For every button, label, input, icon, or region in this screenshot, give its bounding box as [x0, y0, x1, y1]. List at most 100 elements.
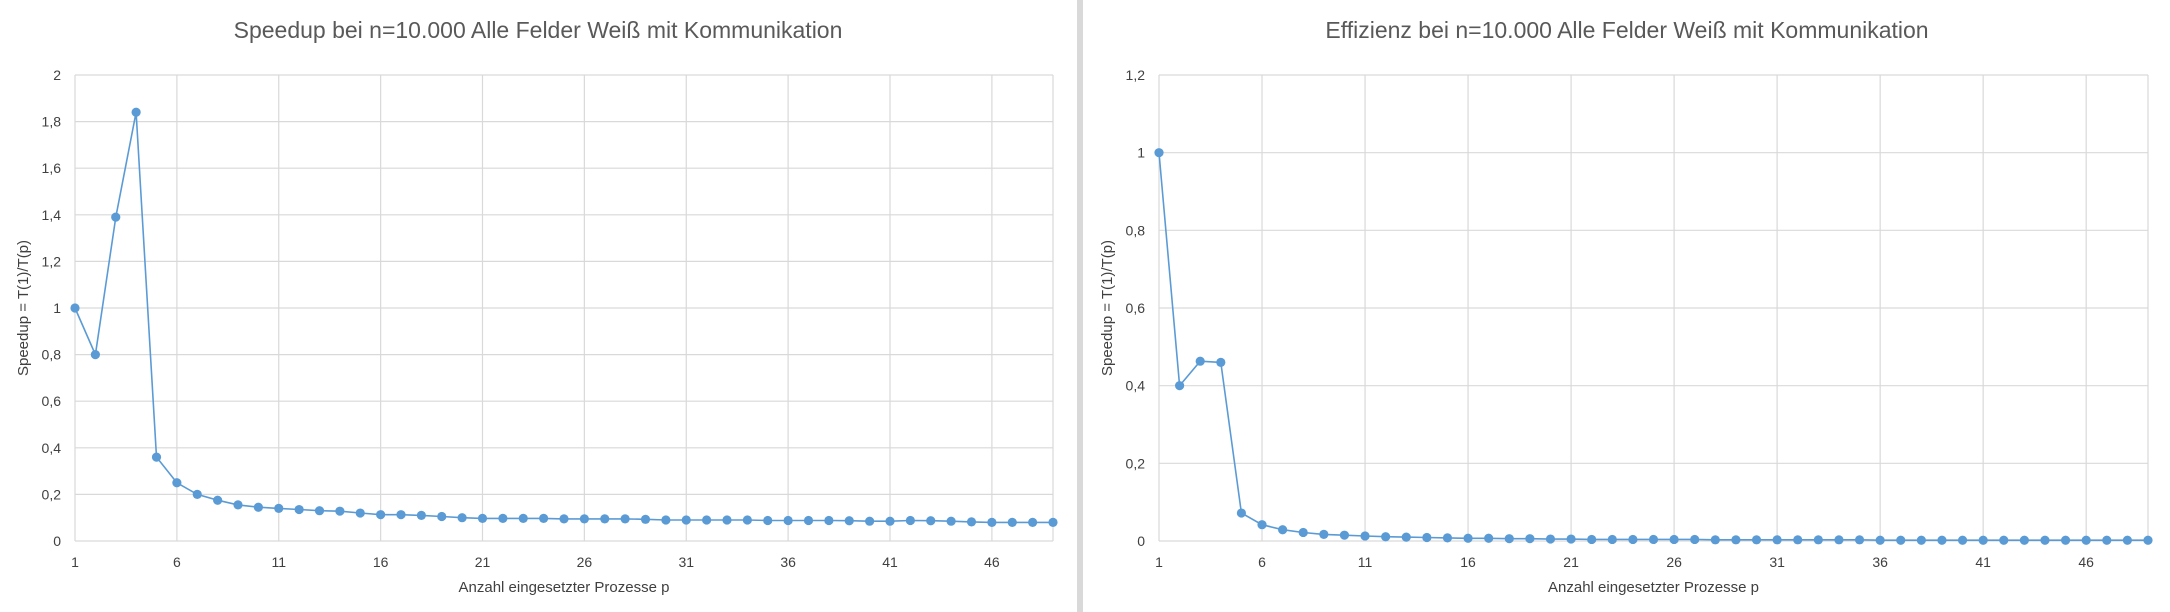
data-point	[477, 513, 488, 523]
data-point	[1195, 356, 1205, 366]
data-point	[1834, 535, 1844, 545]
data-point	[1813, 535, 1823, 545]
chart-title: Speedup bei n=10.000 Alle Felder Weiß mi…	[234, 17, 843, 43]
data-point	[763, 515, 773, 526]
data-point	[314, 506, 325, 516]
x-tick-label: 41	[1975, 554, 1991, 570]
x-tick-label: 36	[780, 554, 796, 570]
data-point	[1175, 381, 1185, 391]
data-point	[2019, 535, 2029, 545]
data-point	[783, 515, 793, 526]
data-point	[742, 515, 752, 525]
data-point	[2040, 535, 2050, 545]
x-tick-label: 21	[1563, 554, 1579, 570]
effizienz-chart: 00,20,40,60,811,21 6 11 16 21 26 31 36 41 46Effiz…	[1099, 17, 2153, 596]
series-line	[1158, 152, 2148, 542]
y-tick-label: 1	[1137, 145, 1145, 161]
data-point	[824, 515, 834, 526]
x-tick-label: 11	[1358, 554, 1373, 570]
data-point	[1154, 148, 1164, 158]
data-point	[1504, 534, 1514, 544]
x-tick-label: 6	[1258, 554, 1266, 570]
y-axis-title: Speedup = T(1)/T(p)	[15, 240, 32, 376]
data-point	[2081, 535, 2091, 545]
y-tick-label: 0,2	[42, 486, 62, 502]
y-tick-label: 0,8	[1126, 222, 1146, 238]
data-point	[946, 516, 956, 526]
y-tick-label: 1,8	[42, 114, 62, 130]
data-point	[1422, 532, 1432, 543]
data-point	[1875, 535, 1885, 545]
data-point	[457, 513, 467, 523]
data-point	[213, 495, 223, 505]
data-point	[1916, 535, 1926, 545]
data-point	[1545, 534, 1556, 544]
data-point	[294, 504, 304, 515]
data-point	[2143, 535, 2153, 545]
data-point	[2122, 535, 2132, 545]
data-point	[274, 503, 284, 513]
y-tick-label: 0,6	[42, 393, 62, 409]
x-tick-label: 31	[678, 554, 694, 570]
x-tick-label: 26	[1666, 554, 1682, 570]
x-tick-label: 26	[577, 554, 593, 570]
data-point	[579, 514, 589, 524]
data-point	[1607, 534, 1617, 545]
data-point	[1442, 533, 1453, 543]
x-tick-label: 36	[1872, 554, 1888, 570]
data-point	[1484, 533, 1494, 543]
x-axis-title: Anzahl eingesetzter Prozesse p	[459, 579, 670, 596]
data-point	[539, 513, 549, 523]
data-point	[131, 107, 141, 117]
data-point	[926, 516, 936, 526]
x-tick-label: 41	[882, 554, 898, 570]
data-point	[1048, 517, 1058, 527]
data-point	[1360, 531, 1370, 541]
chart-panel-speedup: 0 0,2 0,4 0,6 0,8 1 1,2 1,4 1,6 1,8 2 1 6 11 16 21 26 31 3…	[0, 0, 1076, 612]
data-point	[1319, 529, 1329, 539]
data-point	[1648, 534, 1659, 545]
x-tick-label: 31	[1769, 554, 1785, 570]
data-point	[192, 489, 202, 499]
data-point	[600, 514, 610, 524]
data-point	[1710, 535, 1720, 545]
data-point	[1731, 535, 1741, 545]
data-point	[1628, 534, 1638, 545]
data-point	[1772, 535, 1782, 545]
data-point	[1401, 532, 1411, 542]
data-point	[1236, 508, 1247, 518]
y-tick-label: 0	[53, 533, 61, 549]
x-tick-label: 46	[2078, 554, 2094, 570]
x-tick-label: 6	[173, 554, 181, 570]
data-point	[233, 500, 243, 510]
x-tick-label: 11	[271, 554, 286, 570]
data-point	[2060, 535, 2071, 545]
y-tick-label: 0,4	[1126, 378, 1146, 394]
x-tick-label: 46	[984, 554, 1000, 570]
data-point	[437, 511, 447, 522]
y-tick-label: 1,2	[42, 253, 62, 269]
x-tick-label: 16	[1460, 554, 1476, 570]
data-point	[253, 502, 263, 512]
y-tick-label: 2	[53, 67, 61, 83]
data-point	[1896, 535, 1906, 545]
data-point	[1525, 534, 1535, 544]
data-point	[1669, 534, 1679, 545]
data-point	[722, 515, 732, 525]
data-point	[702, 515, 712, 525]
data-point	[1339, 530, 1350, 540]
data-point	[70, 303, 80, 313]
data-point	[1381, 532, 1391, 542]
y-tick-label: 0	[1137, 533, 1145, 549]
data-point	[355, 508, 365, 518]
series-line	[74, 112, 1053, 524]
data-point	[1298, 527, 1308, 538]
y-axis-title: Speedup = T(1)/T(p)	[1099, 240, 1116, 376]
y-tick-label: 1,2	[1126, 67, 1146, 83]
y-tick-label: 1	[53, 300, 61, 316]
y-tick-label: 0,2	[1126, 455, 1146, 471]
data-point	[416, 510, 426, 520]
data-point	[620, 514, 630, 524]
data-point	[905, 515, 915, 526]
data-point	[1957, 535, 1968, 545]
